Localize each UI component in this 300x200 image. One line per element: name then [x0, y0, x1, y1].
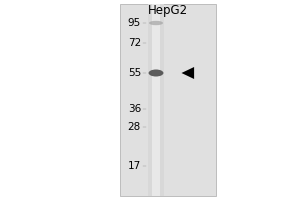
Text: 55: 55: [128, 68, 141, 78]
Text: 36: 36: [128, 104, 141, 114]
Text: 72: 72: [128, 38, 141, 48]
Text: 28: 28: [128, 122, 141, 132]
Bar: [152, 4, 160, 196]
Ellipse shape: [148, 70, 164, 76]
Text: 17: 17: [128, 161, 141, 171]
Ellipse shape: [149, 21, 163, 25]
Text: HepG2: HepG2: [148, 4, 188, 17]
Bar: [120, 4, 216, 196]
Polygon shape: [182, 67, 194, 79]
Bar: [148, 4, 164, 196]
Text: 95: 95: [128, 18, 141, 28]
